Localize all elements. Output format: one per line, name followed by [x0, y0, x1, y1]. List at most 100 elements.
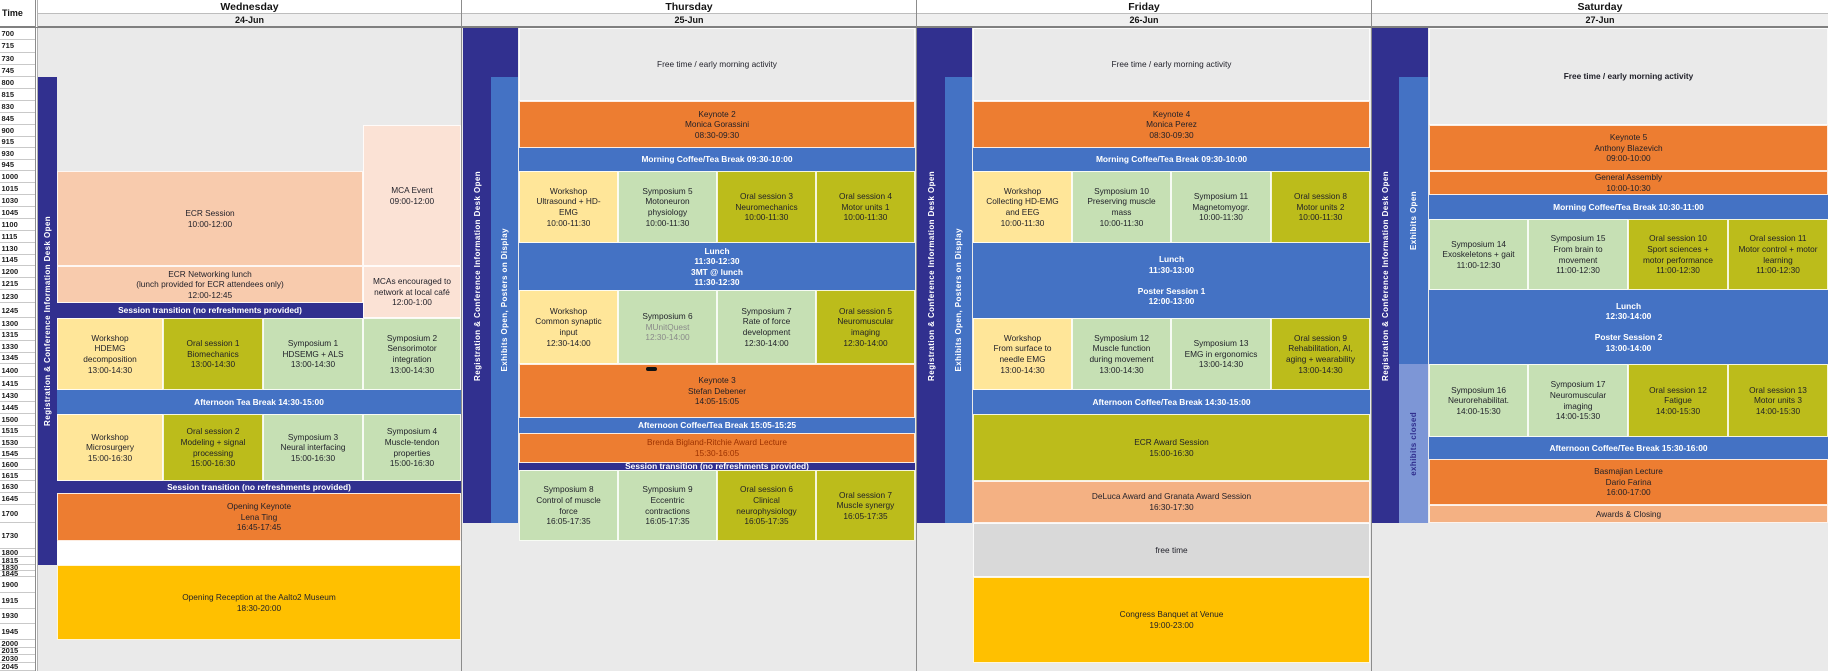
event-symposium-10[interactable]: Symposium 10 Preserving muscle mass 10:00-1…: [1072, 171, 1171, 243]
event-morning-coffee-tea-break-10-30[interactable]: Morning Coffee/Tea Break 10:30-11:00: [1429, 195, 1828, 219]
event-keynote-3[interactable]: Keynote 3 Stefan Debener 14:05-15:05: [519, 364, 915, 418]
event-free-time-early-morning-activi[interactable]: Free time / early morning activity: [519, 28, 915, 101]
event-free-time[interactable]: free time: [973, 523, 1370, 577]
event-line: HDEMG: [94, 343, 126, 354]
event-mcas-encouraged-to[interactable]: MCAs encouraged to network at local café 1…: [363, 266, 461, 318]
event-line: Muscle function: [1092, 343, 1151, 354]
event-symposium-1[interactable]: Symposium 1 HDSEMG + ALS 13:00-14:30: [263, 318, 363, 390]
time-slot-label: 715: [0, 40, 35, 53]
event-blank[interactable]: [57, 541, 461, 565]
event-line: 12:00-13:00: [1148, 296, 1195, 307]
event-line: Neural interfacing: [280, 442, 346, 453]
event-awards-closing[interactable]: Awards & Closing: [1429, 505, 1828, 523]
event-oral-session-11[interactable]: Oral session 11 Motor control + motor lear…: [1728, 219, 1828, 290]
event-workshop[interactable]: Workshop Ultrasound + HD- EMG 10:00-11:30: [519, 171, 618, 243]
event-ecr-award-session[interactable]: ECR Award Session 15:00-16:30: [973, 414, 1370, 481]
event-opening-keynote[interactable]: Opening Keynote Lena Ting 16:45-17:45: [57, 493, 461, 541]
time-slot-label: 1515: [0, 425, 35, 437]
event-oral-session-12[interactable]: Oral session 12 Fatigue 14:00-15:30: [1628, 364, 1728, 437]
event-ecr-session[interactable]: ECR Session 10:00-12:00: [57, 171, 363, 266]
event-workshop[interactable]: Workshop Collecting HD-EMG and EEG 10:00-11…: [973, 171, 1072, 243]
event-workshop[interactable]: Workshop From surface to needle EMG 13:00-1…: [973, 318, 1072, 390]
event-opening-reception-at-the-aalto[interactable]: Opening Reception at the Aalto2 Museum 18…: [57, 565, 461, 640]
event-workshop[interactable]: Workshop Common synaptic input 12:30-14:00: [519, 290, 618, 364]
event-congress-banquet-at-venue[interactable]: Congress Banquet at Venue 19:00-23:00: [973, 577, 1370, 663]
event-workshop[interactable]: Workshop HDEMG decomposition 13:00-14:30: [57, 318, 163, 390]
event-symposium-8[interactable]: Symposium 8 Control of muscle force 16:05-1…: [519, 470, 618, 541]
time-slot-label: 1145: [0, 254, 35, 266]
event-afternoon-coffee-tea-break-14-[interactable]: Afternoon Coffee/Tea Break 14:30-15:00: [973, 390, 1370, 414]
event-line: ECR Award Session: [1134, 436, 1209, 447]
event-morning-coffee-tea-break-09-30[interactable]: Morning Coffee/Tea Break 09:30-10:00: [519, 148, 915, 171]
event-line: 13:00-14:30: [190, 359, 236, 370]
event-session-transition-no-refreshm[interactable]: Session transition (no refreshments prov…: [519, 462, 915, 470]
event-lunch[interactable]: Lunch 11:30-13:00 Poster Session 1 12:00-1…: [973, 243, 1370, 318]
event-oral-session-1[interactable]: Oral session 1 Biomechanics 13:00-14:30: [163, 318, 263, 390]
event-keynote-2[interactable]: Keynote 2 Monica Gorassini 08:30-09:30: [519, 101, 915, 148]
event-mca-event[interactable]: MCA Event 09:00-12:00: [363, 125, 461, 266]
event-session-transition-no-refreshm[interactable]: Session transition (no refreshments prov…: [57, 481, 461, 493]
event-symposium-9[interactable]: Symposium 9 Eccentric contractions 16:05-17…: [618, 470, 717, 541]
event-oral-session-2[interactable]: Oral session 2 Modeling + signal processin…: [163, 414, 263, 481]
event-oral-session-6[interactable]: Oral session 6 Clinical neurophysiology 16:…: [717, 470, 816, 541]
event-brenda-bigland-ritchie-award-l[interactable]: Brenda Bigland-Ritchie Award Lecture 15:3…: [519, 433, 915, 463]
event-symposium-14[interactable]: Symposium 14 Exoskeletons + gait 11:00-12:…: [1429, 219, 1528, 290]
day-date-saturday: 27-Jun: [1372, 14, 1828, 27]
event-line: 13:00-14:30: [389, 364, 435, 375]
column-divider: [37, 0, 38, 671]
event-line: (lunch provided for ECR attendees only): [136, 279, 284, 290]
event-free-time-early-morning-activi[interactable]: Free time / early morning activity: [1429, 28, 1828, 125]
event-basmajian-lecture[interactable]: Basmajian Lecture Dario Farina 16:00-17:00: [1429, 459, 1828, 505]
event-session-transition-no-refreshm[interactable]: Session transition (no refreshments prov…: [57, 303, 363, 318]
event-symposium-16[interactable]: Symposium 16 Neurorehabilitat. 14:00-15:30: [1429, 364, 1528, 437]
event-symposium-17[interactable]: Symposium 17 Neuromuscular imaging 14:00-15…: [1528, 364, 1628, 437]
event-morning-coffee-tea-break-09-30[interactable]: Morning Coffee/Tea Break 09:30-10:00: [973, 148, 1370, 171]
event-line: Basmajian Lecture: [1594, 466, 1663, 477]
event-general-assembly[interactable]: General Assembly 10:00-10:30: [1429, 171, 1828, 195]
event-symposium-11[interactable]: Symposium 11 Magnetomyogr. 10:00-11:30: [1171, 171, 1271, 243]
event-symposium-15[interactable]: Symposium 15 From brain to movement 11:00-1…: [1528, 219, 1628, 290]
event-symposium-5[interactable]: Symposium 5 Motoneuron physiology 10:00-11:…: [618, 171, 717, 243]
event-symposium-7[interactable]: Symposium 7 Rate of force development 12:30…: [717, 290, 816, 364]
event-oral-session-3[interactable]: Oral session 3 Neuromechanics 10:00-11:30: [717, 171, 816, 243]
header-divider: [0, 27, 1828, 28]
event-line: Neuromuscular: [837, 316, 894, 327]
day-date-friday: 26-Jun: [917, 14, 1371, 27]
event-afternoon-tea-break-14-30-15-0[interactable]: Afternoon Tea Break 14:30-15:00: [57, 390, 461, 414]
event-oral-session-4[interactable]: Oral session 4 Motor units 1 10:00-11:30: [816, 171, 915, 243]
event-line: Symposium 6: [642, 311, 693, 322]
event-afternoon-coffee-tee-break-15-[interactable]: Afternoon Coffee/Tee Break 15:30-16:00: [1429, 437, 1828, 459]
event-symposium-2[interactable]: Symposium 2 Sensorimotor integration 13:00-…: [363, 318, 461, 390]
event-symposium-4[interactable]: Symposium 4 Muscle-tendon properties 15:00-…: [363, 414, 461, 481]
event-oral-session-8[interactable]: Oral session 8 Motor units 2 10:00-11:30: [1271, 171, 1370, 243]
time-slot-label: 1445: [0, 402, 35, 414]
event-oral-session-7[interactable]: Oral session 7 Muscle synergy 16:05-17:35: [816, 470, 915, 541]
event-line: 14:00-15:30: [1655, 405, 1701, 416]
time-slot-label: 1830: [0, 563, 35, 572]
event-free-time-early-morning-activi[interactable]: Free time / early morning activity: [973, 28, 1370, 101]
event-deluca-award-and-granata-award[interactable]: DeLuca Award and Granata Award Session 16…: [973, 481, 1370, 523]
event-oral-session-5[interactable]: Oral session 5 Neuromuscular imaging 12:30-…: [816, 290, 915, 364]
event-symposium-12[interactable]: Symposium 12 Muscle function during moveme…: [1072, 318, 1171, 390]
event-line: 15:00-16:30: [290, 452, 336, 463]
time-slot-label: 1845: [0, 569, 35, 578]
event-keynote-5[interactable]: Keynote 5 Anthony Blazevich 09:00-10:00: [1429, 125, 1828, 171]
event-keynote-4[interactable]: Keynote 4 Monica Perez 08:30-09:30: [973, 101, 1370, 148]
event-ecr-networking-lunch[interactable]: ECR Networking lunch (lunch provided for …: [57, 266, 363, 303]
event-oral-session-10[interactable]: Oral session 10 Sport sciences + motor per…: [1628, 219, 1728, 290]
event-line: contractions: [645, 505, 690, 516]
event-afternoon-coffee-tea-break-15-[interactable]: Afternoon Coffee/Tea Break 15:05-15:25: [519, 417, 915, 434]
event-symposium-13[interactable]: Symposium 13 EMG in ergonomics 13:00-14:30: [1171, 318, 1271, 390]
event-workshop[interactable]: Workshop Microsurgery 15:00-16:30: [57, 414, 163, 481]
event-symposium-6[interactable]: Symposium 6 MUnitQuest 12:30-14:00: [618, 290, 717, 364]
time-slot-label: 930: [0, 148, 35, 160]
event-line: motor performance: [1642, 254, 1714, 265]
event-line: during movement: [1089, 354, 1154, 364]
event-symposium-3[interactable]: Symposium 3 Neural interfacing 15:00-16:30: [263, 414, 363, 481]
exhibits-bar-label: Exhibits Open, Posters on Display: [954, 228, 963, 372]
event-oral-session-13[interactable]: Oral session 13 Motor units 3 14:00-15:30: [1728, 364, 1828, 437]
event-lunch[interactable]: Lunch 11:30-12:30 3MT @ lunch 11:30-12:30: [519, 243, 915, 290]
event-oral-session-9[interactable]: Oral session 9 Rehabilitation, AI, aging +…: [1271, 318, 1370, 390]
event-lunch[interactable]: Lunch 12:30-14:00 Poster Session 2 13:00-1…: [1429, 290, 1828, 364]
event-line: Workshop: [1003, 332, 1042, 343]
